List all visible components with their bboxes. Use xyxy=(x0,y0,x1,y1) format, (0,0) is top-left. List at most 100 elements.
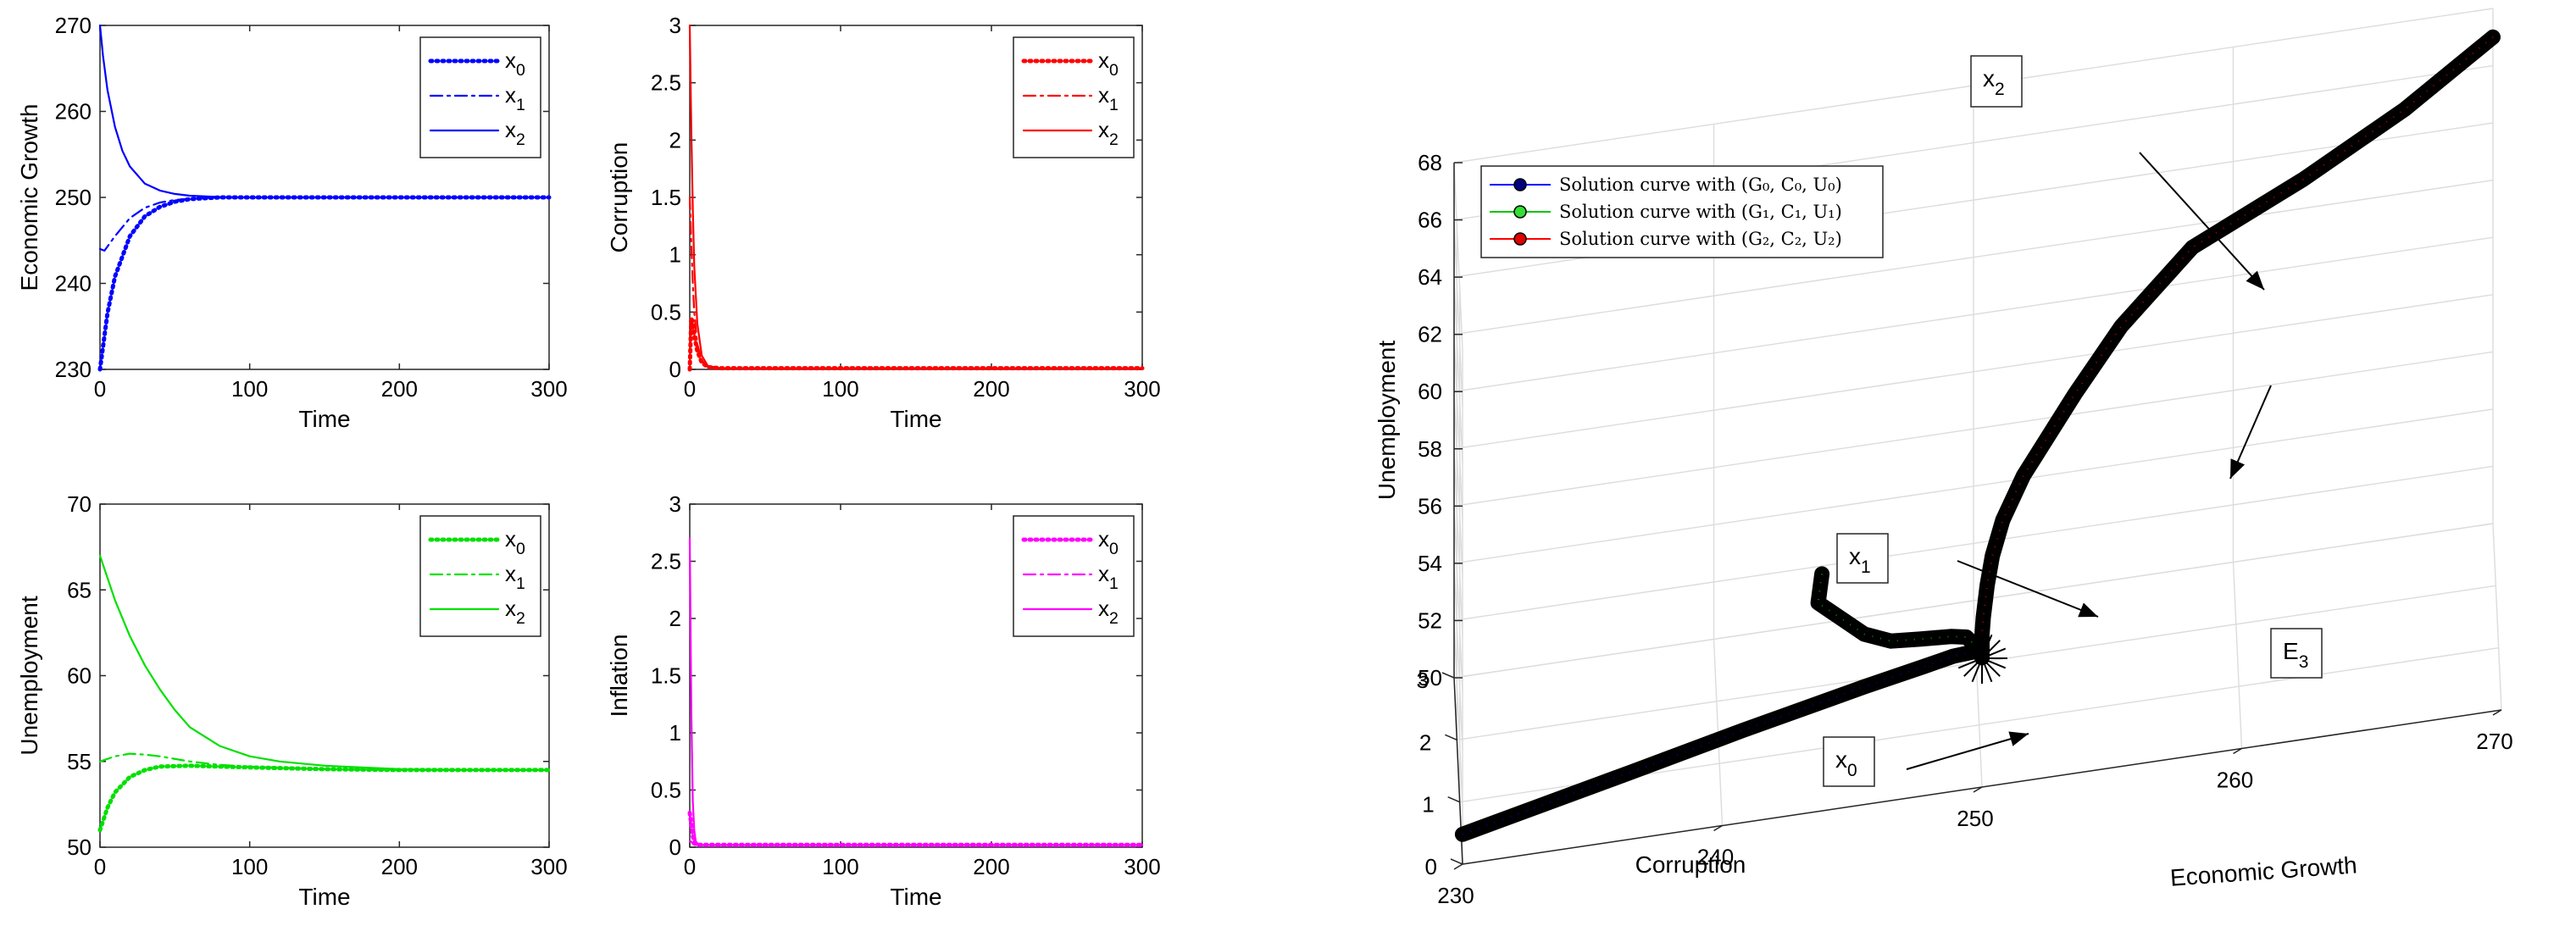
z-tick-label: 62 xyxy=(1418,322,1442,347)
grid-line xyxy=(1453,351,2494,507)
y-axis-label: Corruption xyxy=(1635,851,1746,878)
subplot-3d: 230 240 250 260 270 0 1 2 350 52 54 56 58 60 62 64 66 68 E… xyxy=(1374,8,2513,908)
x-tick-label: 0 xyxy=(684,854,696,879)
series-line-x2 xyxy=(688,537,1144,846)
z-tick-label: 60 xyxy=(1418,379,1442,404)
y-axis-label: Unemployment xyxy=(16,596,42,756)
y-tick-label: 0 xyxy=(669,357,681,382)
annotation-label: E3 xyxy=(2283,638,2308,672)
legend-box xyxy=(1013,515,1135,637)
z-tick-label: 58 xyxy=(1418,436,1442,462)
x-tick-label: 300 xyxy=(1124,376,1160,402)
legend-label-x1: x1 xyxy=(505,82,525,114)
grid-line xyxy=(1453,219,1463,407)
grid-line xyxy=(1453,448,1463,635)
y-axis-label: Inflation xyxy=(606,634,632,717)
x-axis-label: Time xyxy=(890,884,941,910)
y-tick-label: 230 xyxy=(55,357,92,382)
y-tick-label: 2.5 xyxy=(651,70,681,96)
y-tick-label: 2 xyxy=(669,127,681,152)
grid-line xyxy=(2492,523,2502,711)
legend-label: Solution curve with (G₀, C₀, U₀) xyxy=(1559,175,1842,195)
z-tick-label: 56 xyxy=(1418,493,1442,518)
x-tick-label: 300 xyxy=(530,376,567,402)
x-axis-label: Economic Growth xyxy=(2169,851,2358,890)
legend-marker xyxy=(1513,178,1527,191)
x-tick-label: 0 xyxy=(94,376,106,402)
x-tick-label: 270 xyxy=(2476,729,2512,754)
trajectory-x1 xyxy=(1810,566,1990,666)
grid-line xyxy=(1453,277,1463,464)
y-tick-label: 65 xyxy=(67,577,92,602)
x-tick-label: 300 xyxy=(1124,854,1160,879)
x-tick-label: 260 xyxy=(2217,768,2253,793)
y-tick-label: 0 xyxy=(669,835,681,860)
trajectory-x0 xyxy=(1454,643,1990,842)
grid-line xyxy=(2232,562,2243,749)
grid-line xyxy=(1453,506,1463,693)
x-tick-label: 0 xyxy=(684,376,696,402)
z-tick-label: 66 xyxy=(1418,208,1442,233)
direction-arrow xyxy=(1957,560,2099,618)
trajectory-edge-x0 xyxy=(1462,650,1983,835)
y-tick-label: 70 xyxy=(67,491,92,517)
y-tick-label: 2 xyxy=(669,606,681,631)
x-tick xyxy=(1713,824,1723,832)
legend-marker xyxy=(1513,232,1527,246)
y-tick-label: 1 xyxy=(669,720,681,746)
y-tick-label: 0.5 xyxy=(651,299,681,324)
legend-label-x2: x2 xyxy=(1098,117,1119,149)
direction-arrow-head xyxy=(2008,731,2029,746)
x-tick-label: 200 xyxy=(381,854,418,879)
direction-arrow-head xyxy=(2078,602,2098,618)
x-tick-label: 230 xyxy=(1437,883,1474,908)
grid-line xyxy=(1453,408,2494,564)
legend-label-x0: x0 xyxy=(505,526,525,558)
legend-label-x2: x2 xyxy=(505,117,525,149)
y-axis-label: Economic Growth xyxy=(16,104,42,291)
x-tick-label: 300 xyxy=(530,854,567,879)
legend-label-x2: x2 xyxy=(505,596,525,628)
y-tick-label: 3 xyxy=(1417,668,1429,693)
grid-line xyxy=(1453,391,1463,579)
y-tick-label: 240 xyxy=(55,271,92,297)
x-tick-label: 100 xyxy=(822,376,858,402)
x-tick xyxy=(2492,709,2502,716)
trajectory-x2 xyxy=(1974,29,2501,666)
z-axis-label: Unemployment xyxy=(1374,341,1400,501)
series-line-x1 xyxy=(98,752,551,771)
grid-line xyxy=(1453,620,1463,807)
direction-arrow-head xyxy=(2246,270,2264,290)
legend-label-x1: x1 xyxy=(505,561,525,593)
y-tick-label: 1 xyxy=(669,242,681,268)
z-tick-label: 54 xyxy=(1418,551,1442,576)
x-tick-label: 240 xyxy=(1697,845,1734,870)
y-tick-label: 260 xyxy=(55,99,92,125)
y-tick xyxy=(1441,672,1455,679)
z-tick-label: 64 xyxy=(1418,264,1442,290)
grid-line xyxy=(1453,563,1463,750)
x-tick-label: 0 xyxy=(94,854,106,879)
legend-label: Solution curve with (G₂, C₂, U₂) xyxy=(1559,229,1842,249)
grid-line xyxy=(1453,465,2494,622)
subplot-4: 0 100 200 300 0 0.5 1 1.5 2 2.5 3 Time Inflation x0x1… xyxy=(606,491,1161,910)
legend-label: Solution curve with (G₁, C₁, U₁) xyxy=(1559,202,1842,222)
x-tick xyxy=(1453,863,1463,870)
grid-line xyxy=(1453,523,2494,679)
x-axis-label: Time xyxy=(298,406,350,432)
direction-arrow xyxy=(1906,733,2029,770)
grid-line xyxy=(1453,179,2494,335)
legend-label-x0: x0 xyxy=(505,47,525,80)
y-tick-label: 1.5 xyxy=(651,185,681,210)
y-tick xyxy=(1450,858,1463,865)
x-tick xyxy=(2233,747,2242,755)
y-tick-label: 2 xyxy=(1419,729,1431,755)
z-tick-label: 50 xyxy=(1418,665,1442,690)
legend-marker xyxy=(1513,205,1527,219)
x-tick-label: 100 xyxy=(231,376,268,402)
annotation-box xyxy=(1836,533,1889,584)
legend-label-x2: x2 xyxy=(1098,596,1119,628)
series-line-x2 xyxy=(98,24,551,199)
subplot-2: 0 100 200 30000.511.522.53TimeCorruptionx0x… xyxy=(606,13,1161,432)
annotation-label: x0 xyxy=(1835,746,1857,780)
